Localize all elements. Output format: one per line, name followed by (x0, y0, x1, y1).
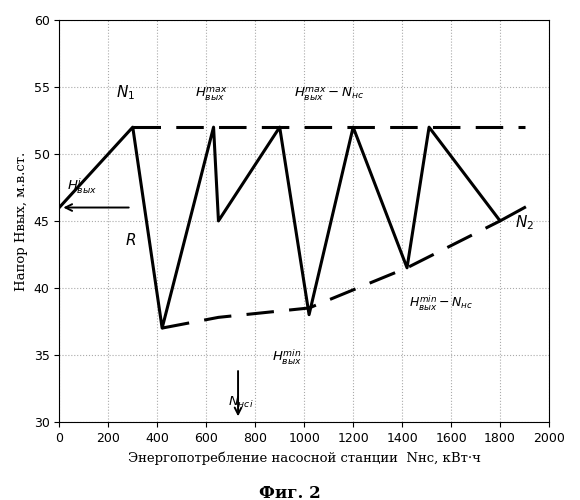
Text: $H_{\mathit{вых}}^{i}$: $H_{\mathit{вых}}^{i}$ (67, 176, 97, 196)
Text: $N_{\mathit{нсi}}$: $N_{\mathit{нсi}}$ (228, 395, 253, 410)
Text: $H_{\mathit{вых}}^{\mathit{min}}$: $H_{\mathit{вых}}^{\mathit{min}}$ (273, 348, 303, 367)
Text: $N_2$: $N_2$ (515, 214, 534, 233)
Text: $H_{\mathit{вых}}^{\mathit{max}}-N_{\mathit{нс}}$: $H_{\mathit{вых}}^{\mathit{max}}-N_{\mat… (295, 86, 365, 104)
Y-axis label: Напор Hвых, м.в.ст.: Напор Hвых, м.в.ст. (15, 152, 28, 290)
Text: $R$: $R$ (125, 232, 136, 248)
Text: $H_{\mathit{вых}}^{\mathit{min}}-N_{\mathit{нс}}$: $H_{\mathit{вых}}^{\mathit{min}}-N_{\mat… (409, 294, 474, 314)
Text: Фиг. 2: Фиг. 2 (259, 484, 321, 500)
Text: $N_1$: $N_1$ (115, 84, 135, 102)
X-axis label: Энергопотребление насосной станции  Nнc, кВт·ч: Энергопотребление насосной станции Nнc, … (128, 452, 481, 465)
Text: $H_{\mathit{вых}}^{\mathit{max}}$: $H_{\mathit{вых}}^{\mathit{max}}$ (195, 86, 229, 104)
